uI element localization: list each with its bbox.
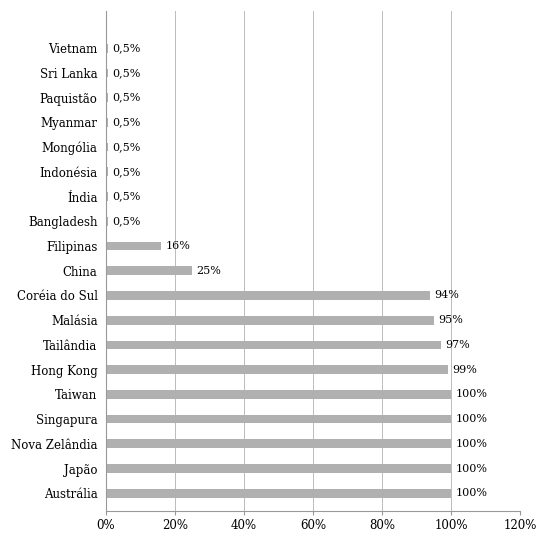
Bar	[106, 118, 107, 127]
Text: 97%: 97%	[445, 340, 470, 350]
Bar	[106, 464, 451, 473]
Text: 94%: 94%	[435, 291, 459, 300]
Bar	[106, 365, 448, 374]
Text: 0,5%: 0,5%	[112, 117, 140, 128]
Text: 100%: 100%	[455, 414, 487, 424]
Text: 0,5%: 0,5%	[112, 216, 140, 226]
Text: 0,5%: 0,5%	[112, 192, 140, 201]
Text: 16%: 16%	[165, 241, 190, 251]
Bar	[106, 316, 434, 325]
Bar	[106, 93, 107, 102]
Text: 95%: 95%	[438, 315, 463, 325]
Text: 100%: 100%	[455, 439, 487, 449]
Bar	[106, 489, 451, 497]
Bar	[106, 68, 107, 77]
Bar	[106, 242, 161, 250]
Text: 100%: 100%	[455, 464, 487, 473]
Bar	[106, 192, 107, 201]
Text: 0,5%: 0,5%	[112, 167, 140, 177]
Bar	[106, 143, 107, 151]
Bar	[106, 390, 451, 399]
Text: 100%: 100%	[455, 488, 487, 498]
Bar	[106, 415, 451, 424]
Text: 0,5%: 0,5%	[112, 43, 140, 53]
Text: 0,5%: 0,5%	[112, 142, 140, 152]
Bar	[106, 340, 441, 349]
Text: 25%: 25%	[196, 266, 221, 276]
Bar	[106, 267, 192, 275]
Bar	[106, 217, 107, 225]
Bar	[106, 439, 451, 448]
Text: 0,5%: 0,5%	[112, 68, 140, 78]
Bar	[106, 44, 107, 53]
Text: 0,5%: 0,5%	[112, 93, 140, 103]
Text: 99%: 99%	[452, 364, 477, 375]
Bar	[106, 167, 107, 176]
Bar	[106, 291, 430, 300]
Text: 100%: 100%	[455, 389, 487, 399]
